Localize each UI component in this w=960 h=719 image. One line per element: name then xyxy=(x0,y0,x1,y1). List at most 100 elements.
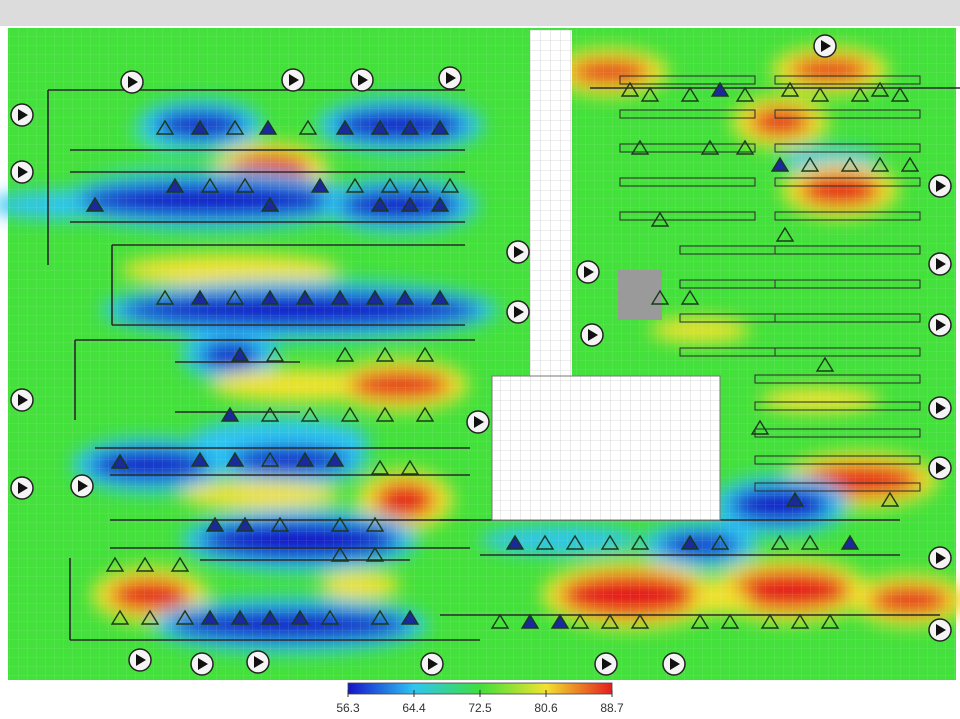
shelf-row xyxy=(754,455,921,465)
walls xyxy=(47,75,960,641)
ap-triangle xyxy=(770,156,790,172)
shelf-row xyxy=(619,177,756,187)
ap-arrow xyxy=(584,266,594,278)
ap-triangle xyxy=(395,289,415,305)
ap-triangle xyxy=(775,226,795,242)
ap-triangle xyxy=(710,81,730,97)
ap-triangle xyxy=(200,609,220,625)
ap-triangle xyxy=(225,119,245,135)
ap-triangle xyxy=(820,613,840,629)
ap-triangle xyxy=(800,156,820,172)
ap-triangle xyxy=(365,516,385,532)
ap-arrow xyxy=(936,402,946,414)
shelf-row xyxy=(754,401,921,411)
ap-triangle xyxy=(260,406,280,422)
colorbar-label: 64.4 xyxy=(402,701,426,715)
ap-triangle xyxy=(230,346,250,362)
ap-triangle xyxy=(135,556,155,572)
ap-arrow xyxy=(358,74,368,86)
ap-triangle xyxy=(220,406,240,422)
ap-triangle xyxy=(630,139,650,155)
ap-triangle xyxy=(570,613,590,629)
ap-triangle xyxy=(415,406,435,422)
shelf-row xyxy=(619,75,756,85)
ap-triangle xyxy=(330,289,350,305)
corridor-grid xyxy=(530,30,572,376)
ap-triangle xyxy=(155,289,175,305)
ap-triangle xyxy=(430,196,450,212)
ap-triangle xyxy=(235,177,255,193)
ap-triangle xyxy=(258,119,278,135)
ap-arrow xyxy=(128,76,138,88)
ap-triangle xyxy=(225,451,245,467)
ap-triangle xyxy=(760,613,780,629)
ap-triangle xyxy=(370,119,390,135)
ap-triangle xyxy=(330,546,350,562)
ap-triangle xyxy=(415,346,435,362)
ap-triangle xyxy=(375,406,395,422)
ap-triangle xyxy=(165,177,185,193)
ap-triangle xyxy=(630,534,650,550)
ap-triangle xyxy=(520,613,540,629)
ap-triangle xyxy=(260,196,280,212)
shelf-row xyxy=(619,143,756,153)
ap-triangle xyxy=(230,609,250,625)
ap-triangle xyxy=(600,534,620,550)
ap-triangle xyxy=(800,534,820,550)
ap-triangle xyxy=(260,609,280,625)
ap-triangle xyxy=(870,81,890,97)
ap-triangle xyxy=(140,609,160,625)
ap-triangle xyxy=(550,613,570,629)
map-grid xyxy=(8,28,956,680)
ap-arrow xyxy=(602,658,612,670)
ap-triangle xyxy=(335,119,355,135)
ap-triangle xyxy=(235,516,255,532)
ap-triangle xyxy=(290,609,310,625)
ap-triangle xyxy=(330,516,350,532)
ap-triangle xyxy=(310,177,330,193)
ap-triangle xyxy=(205,516,225,532)
ap-arrow xyxy=(254,656,264,668)
ap-arrow xyxy=(514,306,524,318)
colorbar-label: 72.5 xyxy=(468,701,492,715)
ap-arrow xyxy=(514,246,524,258)
ap-triangle xyxy=(380,177,400,193)
ap-triangle xyxy=(345,177,365,193)
ap-triangle xyxy=(890,86,910,102)
shelf-row xyxy=(619,109,756,119)
ap-triangle xyxy=(370,609,390,625)
ap-triangle xyxy=(340,406,360,422)
ap-triangle xyxy=(85,196,105,212)
ap-triangle xyxy=(700,139,720,155)
ap-triangle xyxy=(325,451,345,467)
ap-arrow xyxy=(936,624,946,636)
ap-arrow xyxy=(136,654,146,666)
colorbar-label: 88.7 xyxy=(600,701,624,715)
ap-triangle xyxy=(400,119,420,135)
ap-triangle xyxy=(335,346,355,362)
ap-triangle xyxy=(710,534,730,550)
ap-triangle xyxy=(790,613,810,629)
ap-triangle xyxy=(535,534,555,550)
ap-triangle xyxy=(840,534,860,550)
ap-triangle xyxy=(375,346,395,362)
ap-triangle xyxy=(365,546,385,562)
shelf-row xyxy=(774,143,921,153)
ap-triangle xyxy=(105,556,125,572)
ap-triangle xyxy=(410,177,430,193)
ap-triangle xyxy=(870,156,890,172)
shelf-row xyxy=(774,347,921,357)
shelf-row xyxy=(774,245,921,255)
ap-arrow xyxy=(428,658,438,670)
ap-triangle xyxy=(155,119,175,135)
ap-arrow xyxy=(936,552,946,564)
ap-triangle xyxy=(365,289,385,305)
shelf-row xyxy=(754,374,921,384)
ap-arrow xyxy=(670,658,680,670)
ap-triangle xyxy=(630,613,650,629)
ap-triangle xyxy=(430,289,450,305)
ap-arrow xyxy=(18,482,28,494)
ap-triangle xyxy=(260,451,280,467)
